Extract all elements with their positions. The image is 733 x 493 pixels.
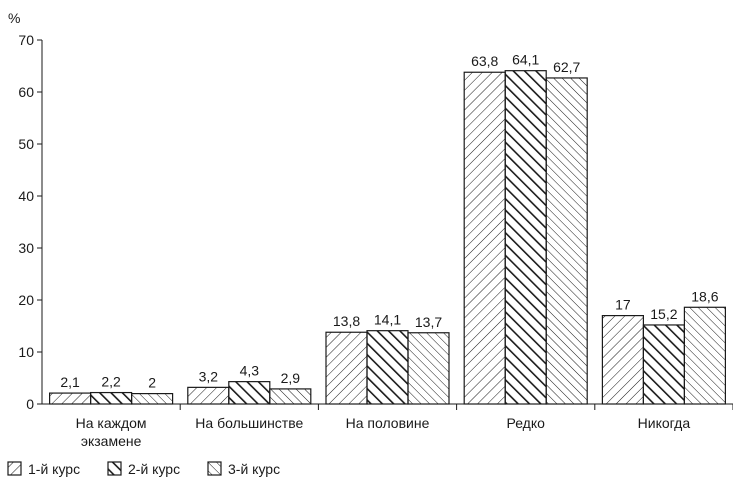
- data-label: 2,9: [281, 370, 301, 386]
- y-axis-label: %: [8, 10, 20, 26]
- data-label: 15,2: [650, 306, 677, 322]
- data-label: 63,8: [471, 53, 498, 69]
- data-labels: 2,1 2,2 2 3,2 4,3 2,9 13,8 14,1 13,7 63,8 64,1 62,7…: [60, 52, 718, 391]
- x-tick-label: На половине: [346, 415, 430, 431]
- bar: [228, 381, 271, 405]
- bar: [642, 324, 686, 405]
- legend-label: 1-й курс: [28, 461, 80, 477]
- bar: [131, 393, 174, 405]
- bar: [504, 70, 547, 405]
- data-label: 2: [148, 375, 156, 391]
- y-tick-label: 50: [18, 136, 34, 152]
- x-tick-label: Никогда: [638, 415, 691, 431]
- data-label: 17: [615, 297, 631, 313]
- x-tick-labels: На каждом экзамене На большинстве На полови…: [76, 415, 691, 449]
- bar: [366, 330, 409, 405]
- data-label: 62,7: [553, 59, 580, 75]
- x-tick-label: Редко: [506, 415, 545, 431]
- legend-swatch: [107, 461, 122, 476]
- data-label: 64,1: [512, 52, 539, 68]
- data-label: 14,1: [374, 312, 401, 328]
- data-label: 13,7: [415, 314, 442, 330]
- y-tick-label: 60: [18, 84, 34, 100]
- data-label: 13,8: [333, 313, 360, 329]
- y-tick-label: 40: [18, 188, 34, 204]
- x-tick-label: На каждом экзамене: [76, 415, 147, 449]
- data-label: 2,1: [60, 374, 80, 390]
- x-tick-label-line: На каждом: [76, 415, 147, 431]
- bar: [463, 71, 506, 405]
- y-tick-label: 10: [18, 344, 34, 360]
- data-label: 3,2: [199, 368, 219, 384]
- x-tick-label-line: экзамене: [81, 433, 142, 449]
- bar: [683, 306, 727, 405]
- legend: 1-й курс 2-й курс 3-й курс: [7, 461, 280, 477]
- bar: [601, 315, 645, 405]
- bar: [187, 386, 230, 405]
- bar: [89, 391, 133, 405]
- x-tick-label-line: На половине: [346, 415, 430, 431]
- data-label: 18,6: [691, 288, 718, 304]
- legend-swatch: [207, 461, 222, 476]
- bar: [269, 388, 312, 405]
- legend-label: 3-й курс: [228, 461, 280, 477]
- x-tick-label-line: На большинстве: [195, 415, 303, 431]
- bar: [407, 332, 450, 405]
- legend-swatch: [7, 461, 22, 476]
- bar: [325, 331, 368, 405]
- bar: [48, 392, 92, 405]
- data-label: 4,3: [240, 363, 260, 379]
- x-tick-label: На большинстве: [195, 415, 303, 431]
- data-label: 2,2: [101, 374, 121, 390]
- legend-label: 2-й курс: [128, 461, 180, 477]
- y-tick-label: 20: [18, 292, 34, 308]
- x-tick-label-line: Никогда: [638, 415, 691, 431]
- y-tick-label: 70: [18, 32, 34, 48]
- y-tick-label: 0: [26, 396, 34, 412]
- bars: [48, 70, 727, 405]
- bar: [545, 77, 588, 405]
- x-tick-label-line: Редко: [506, 415, 545, 431]
- y-tick-label: 30: [18, 240, 34, 256]
